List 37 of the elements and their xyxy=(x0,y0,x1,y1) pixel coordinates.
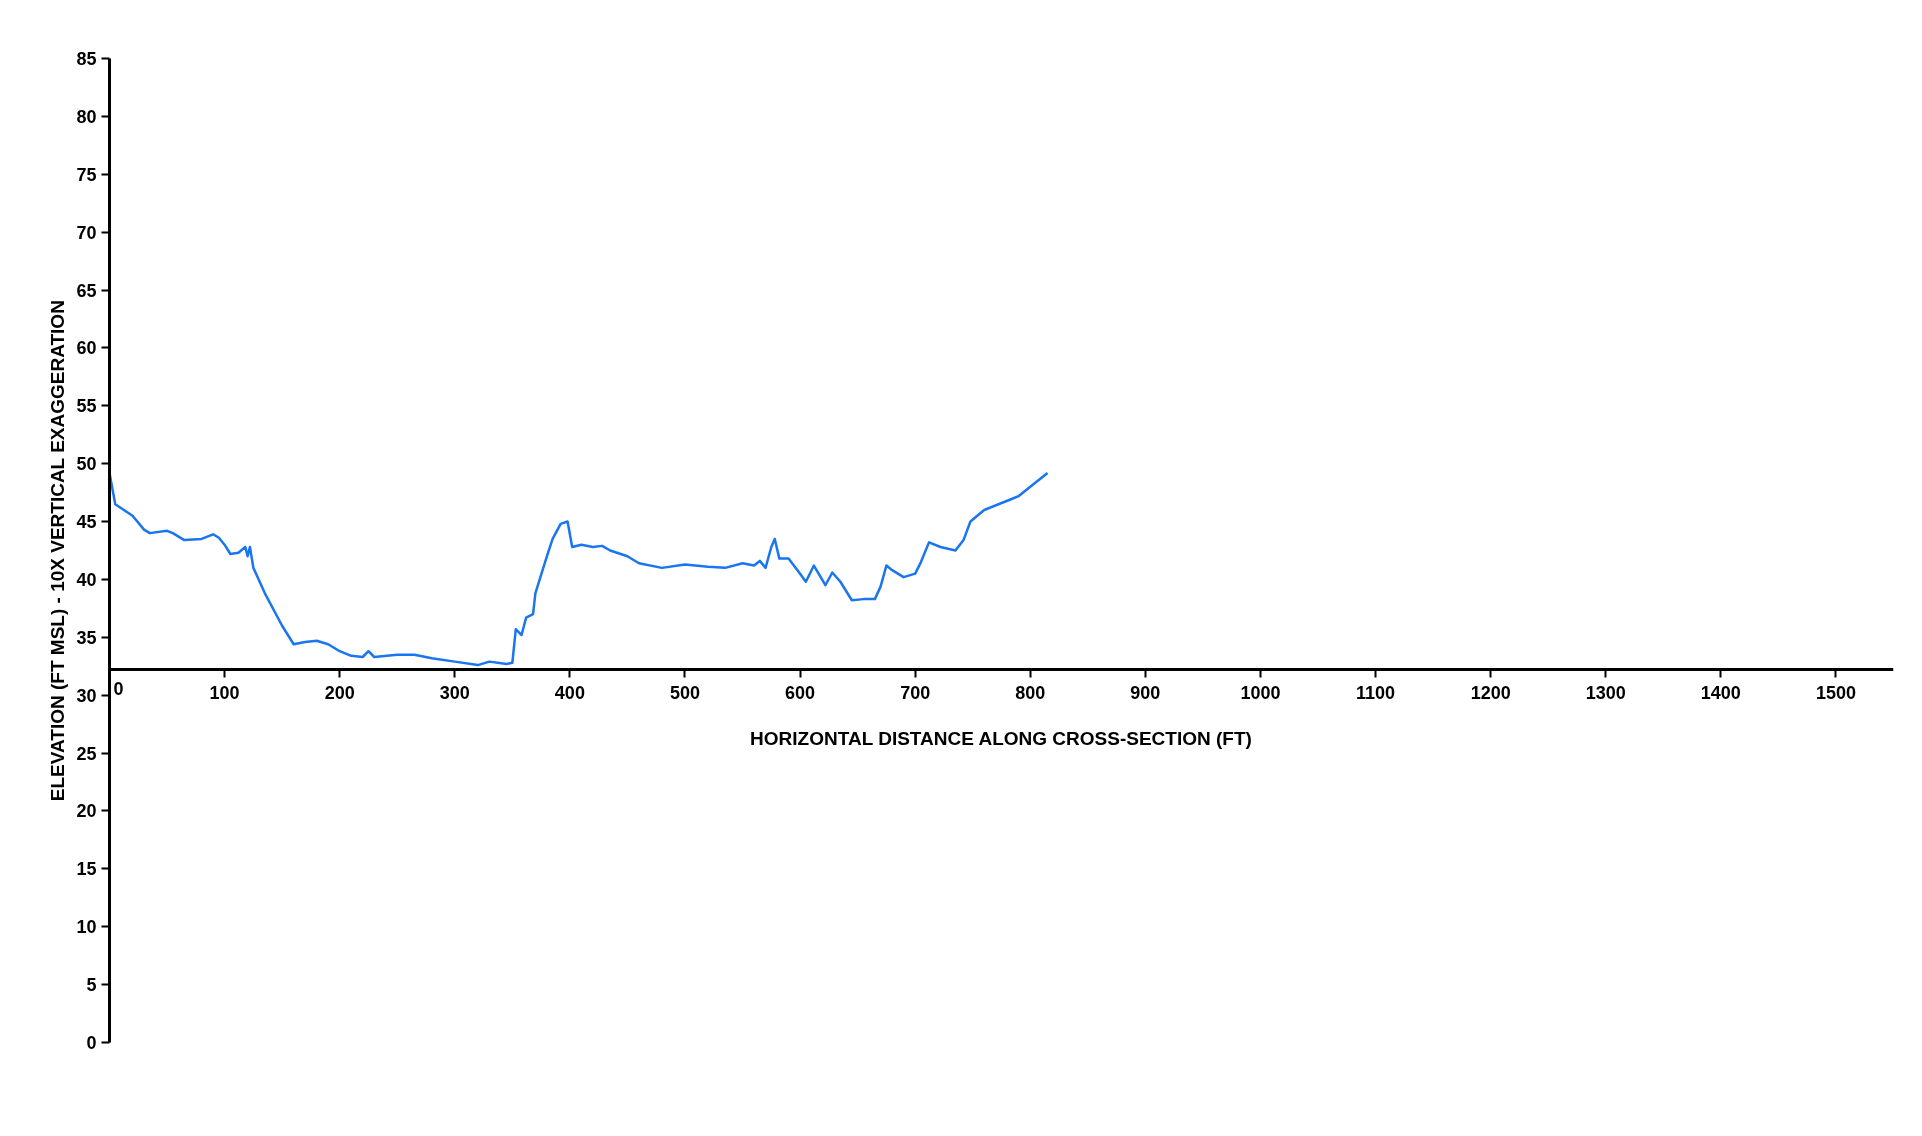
y-axis-title: ELEVATION (FT MSL) - 10X VERTICAL EXAGGERATION xyxy=(47,300,69,802)
y-tick-label: 80 xyxy=(76,106,97,127)
y-tick-label: 20 xyxy=(76,801,97,822)
x-axis-title: HORIZONTAL DISTANCE ALONG CROSS-SECTION (FT) xyxy=(750,727,1252,749)
x-tick-label: 100 xyxy=(209,682,240,703)
x-tick-label: 300 xyxy=(439,682,470,703)
y-tick-label: 75 xyxy=(76,164,97,185)
y-tick-label: 65 xyxy=(76,280,97,301)
x-tick-label: 1400 xyxy=(1700,682,1741,703)
y-tick-label: 55 xyxy=(76,396,97,417)
y-tick-label: 40 xyxy=(76,569,97,590)
y-tick-label: 25 xyxy=(76,743,97,764)
x-tick-label: 1000 xyxy=(1240,682,1281,703)
y-tick-label: 35 xyxy=(76,627,97,648)
y-tick-label: 45 xyxy=(76,512,97,533)
y-tick-label: 0 xyxy=(86,1033,97,1053)
y-tick-label: 30 xyxy=(76,685,97,706)
y-tick-label: 5 xyxy=(86,975,97,996)
x-tick-label: 800 xyxy=(1015,682,1046,703)
y-tick-label: 10 xyxy=(76,917,97,938)
line-series xyxy=(109,471,1049,667)
x-tick-label: 700 xyxy=(900,682,931,703)
x-tick-label: 1500 xyxy=(1815,682,1856,703)
x-tick-label: 1200 xyxy=(1470,682,1511,703)
y-tick-label: 50 xyxy=(76,454,97,475)
x-tick-label: 1100 xyxy=(1356,682,1396,703)
y-tick-label: 60 xyxy=(76,338,97,359)
y-tick-label: 70 xyxy=(76,222,97,243)
y-tick-label: 85 xyxy=(76,49,97,69)
x-tick-label: 0 xyxy=(113,678,124,699)
y-tick-label: 15 xyxy=(76,859,97,880)
x-tick-label: 400 xyxy=(554,682,585,703)
x-tick-label: 500 xyxy=(669,682,701,703)
x-tick-label: 1300 xyxy=(1585,682,1626,703)
x-tick-label: 200 xyxy=(324,682,355,703)
x-tick-label: 600 xyxy=(785,682,816,703)
x-tick-label: 900 xyxy=(1130,682,1161,703)
